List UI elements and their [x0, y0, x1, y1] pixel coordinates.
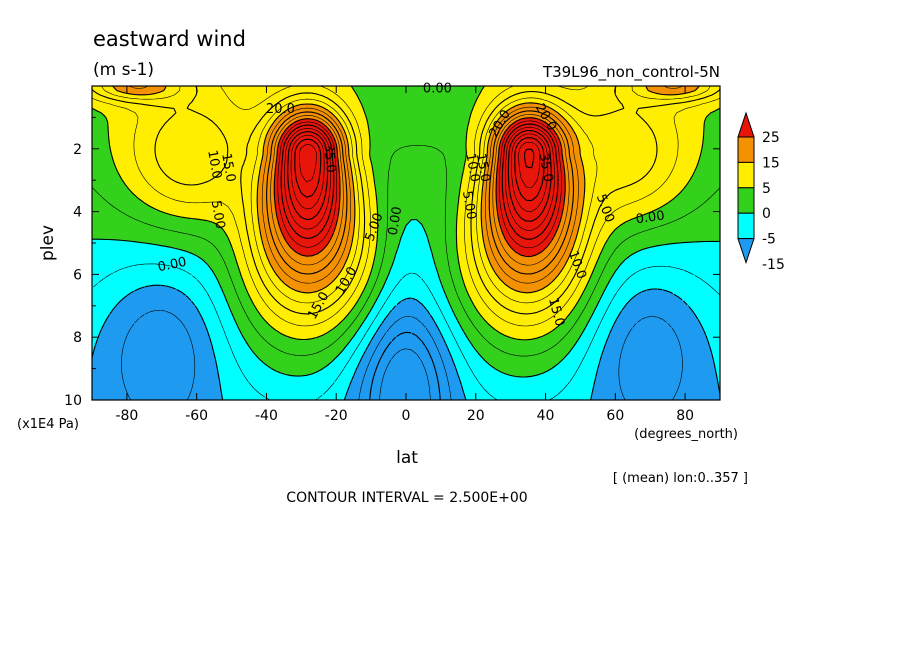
contour-label: 0.00	[423, 82, 452, 97]
x-tick-label: -60	[185, 408, 208, 424]
contour-level	[277, 120, 562, 249]
contour-label: 5.00	[208, 199, 228, 230]
colorbar-swatch	[737, 187, 755, 214]
colorbar-swatch	[737, 136, 755, 163]
x-tick-label: -80	[115, 408, 138, 424]
colorbar-label: 0	[762, 206, 771, 222]
contour-level	[290, 133, 549, 212]
contour-label: 0.00	[635, 208, 666, 227]
contour-level	[92, 218, 720, 378]
chart-units: (m s-1)	[93, 60, 154, 80]
averaging-note: [ (mean) lon:0..357 ]	[613, 471, 748, 486]
colorbar-label: 15	[762, 155, 780, 171]
y-axis-units: (x1E4 Pa)	[17, 417, 79, 432]
contour-level	[128, 86, 684, 284]
contour-label: 5.00	[459, 190, 479, 221]
x-axis-label: lat	[396, 448, 418, 468]
x-axis-units: (degrees_north)	[634, 427, 738, 442]
contour-level	[379, 348, 431, 400]
x-tick-label: 40	[537, 408, 555, 424]
chart-title: eastward wind	[93, 27, 246, 51]
y-axis-label: plev	[38, 225, 58, 261]
contour-level	[287, 129, 552, 222]
x-tick-label: 20	[467, 408, 485, 424]
y-axis: 2 4 6 8 10	[64, 116, 720, 409]
y-tick-label: 6	[73, 267, 82, 283]
x-tick-label: -40	[255, 408, 278, 424]
contour-level	[92, 263, 720, 400]
colorbar-label: 25	[762, 130, 780, 146]
contour-level	[280, 123, 559, 240]
contour-level	[273, 117, 566, 258]
colorbar-label: 5	[762, 181, 771, 197]
contour-level	[284, 126, 555, 231]
run-label: T39L96_non_control-5N	[542, 63, 720, 82]
wind-field-shading	[92, 86, 720, 400]
y-tick-label: 2	[73, 142, 82, 158]
contour-label: 15.0	[218, 152, 238, 183]
contour-label: 20.0	[266, 102, 295, 117]
x-tick-label: -20	[325, 408, 348, 424]
x-tick-label: 60	[606, 408, 624, 424]
contour-level	[524, 148, 535, 169]
contour-level	[121, 310, 683, 400]
contour-label: 35.0	[321, 143, 338, 173]
contour-level	[92, 86, 720, 341]
colorbar-label: -15	[762, 257, 785, 273]
contour-label: 15.0	[545, 296, 567, 328]
contour-level	[266, 110, 575, 275]
colorbar-top-arrow	[737, 111, 755, 138]
colorbar-swatch	[737, 212, 755, 240]
y-tick-label: 8	[73, 330, 82, 346]
colorbar-label: -5	[762, 232, 776, 248]
contour-label: 10.0	[462, 152, 482, 183]
contour-level	[294, 137, 545, 202]
x-tick-label: 0	[402, 408, 411, 424]
contour-level	[270, 114, 570, 266]
colorbar-swatch	[737, 161, 755, 189]
y-tick-label: 4	[73, 205, 82, 221]
contour-lines	[92, 86, 720, 400]
contour-level	[92, 284, 720, 400]
contour-level	[369, 331, 441, 400]
colorbar: 25 15 5 0 -5 -15	[737, 111, 785, 273]
contour-label: 10.0	[204, 149, 224, 180]
contour-label: 0.00	[157, 255, 188, 276]
y-tick-label: 10	[64, 393, 82, 409]
contour-label: 15.0	[473, 152, 493, 183]
contour-label: 35.0	[536, 152, 556, 183]
x-tick-label: 80	[676, 408, 694, 424]
contour-interval-note: CONTOUR INTERVAL = 2.500E+00	[286, 490, 527, 506]
contour-level	[299, 142, 541, 188]
contour-level	[92, 86, 720, 327]
contour-label: 0.00	[386, 205, 406, 236]
x-axis: -80 -60 -40 -20 0 20 40 60 80	[115, 86, 694, 424]
contour-level	[92, 145, 720, 357]
colorbar-bottom-arrow	[737, 238, 755, 265]
contour-level	[101, 86, 711, 304]
